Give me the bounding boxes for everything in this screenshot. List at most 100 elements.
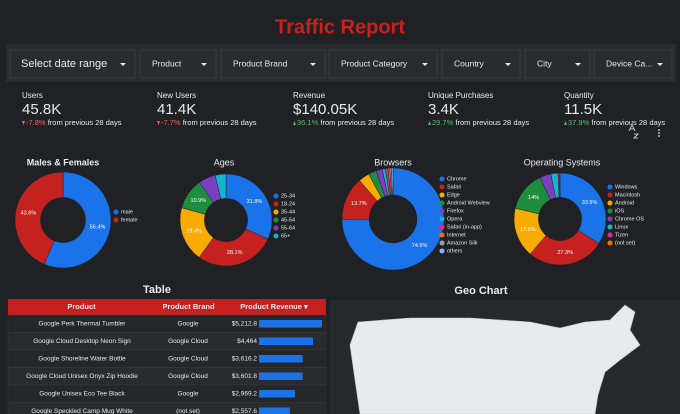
dropdown-arrow[interactable] bbox=[120, 63, 126, 66]
revenue-bar bbox=[259, 320, 322, 328]
filter-box[interactable] bbox=[220, 49, 326, 79]
dropdown-arrow[interactable] bbox=[575, 63, 581, 66]
legend-label: Edge bbox=[447, 192, 460, 198]
filter-label[interactable]: Product bbox=[152, 58, 182, 68]
filter-box[interactable] bbox=[524, 49, 591, 79]
legend-label: 55-64 bbox=[281, 225, 295, 231]
legend-label: iOS bbox=[615, 208, 625, 214]
scorecard-label: Quantity bbox=[564, 91, 594, 100]
legend-label: Chrome bbox=[447, 176, 467, 182]
legend-label: Macintosh bbox=[615, 192, 640, 198]
legend-swatch bbox=[273, 209, 279, 215]
legend-swatch bbox=[439, 200, 445, 206]
scorecard-label: Unique Purchases bbox=[428, 91, 493, 100]
filter-label[interactable]: Select date range bbox=[21, 58, 107, 70]
scorecard-value: $140.05K bbox=[293, 101, 357, 118]
legend-label: Amazon Silk bbox=[447, 240, 478, 246]
legend-label: Opera bbox=[447, 216, 463, 222]
filter-label[interactable]: Country bbox=[454, 58, 485, 68]
menu-icon[interactable] bbox=[658, 129, 660, 137]
legend-swatch bbox=[439, 176, 445, 182]
dropdown-arrow[interactable] bbox=[657, 63, 663, 66]
table-cell: Google Perk Thermal Tumbler bbox=[39, 320, 127, 327]
donut-slice bbox=[43, 171, 112, 269]
donut-slice bbox=[341, 167, 445, 271]
table-cell: $4,464 bbox=[237, 338, 257, 345]
slice-label: 31.8% bbox=[247, 199, 263, 205]
filter-label[interactable]: City bbox=[537, 58, 552, 68]
dropdown-arrow[interactable] bbox=[310, 63, 316, 66]
table-header-cell: Product Brand bbox=[162, 302, 215, 311]
dropdown-arrow[interactable] bbox=[505, 63, 511, 66]
delta-arrow bbox=[293, 121, 296, 125]
legend-swatch bbox=[607, 184, 613, 190]
legend-label: male bbox=[121, 209, 133, 215]
donut-slice bbox=[559, 172, 607, 244]
delta-note: from previous 28 days bbox=[455, 118, 529, 127]
filter-label[interactable]: Product Brand bbox=[233, 58, 288, 68]
legend-label: Android Webview bbox=[447, 200, 490, 206]
table-cell: $5,212.8 bbox=[232, 320, 258, 327]
table-cell: Google bbox=[178, 320, 199, 327]
delta-value: -7.8% bbox=[26, 118, 46, 127]
dropdown-arrow[interactable] bbox=[201, 63, 207, 66]
legend-swatch bbox=[113, 209, 119, 215]
delta-note: from previous 28 days bbox=[48, 118, 122, 127]
delta-arrow bbox=[22, 121, 25, 125]
delta-value: 29.7% bbox=[432, 118, 454, 127]
slice-label: 43.6% bbox=[21, 210, 37, 216]
delta-note: from previous 28 days bbox=[183, 118, 257, 127]
legend-swatch bbox=[607, 192, 613, 198]
filter-box[interactable] bbox=[328, 49, 438, 79]
table-cell: Google Cloud Desktop Neon Sign bbox=[33, 338, 131, 345]
slice-label: 27.3% bbox=[557, 250, 573, 256]
filter-label[interactable]: Product Category bbox=[341, 58, 408, 68]
dropdown-arrow[interactable] bbox=[422, 63, 428, 66]
legend-swatch bbox=[439, 240, 445, 246]
legend-swatch bbox=[607, 232, 613, 238]
filter-label[interactable]: Device Ca... bbox=[606, 58, 652, 68]
filter-box[interactable] bbox=[9, 49, 136, 79]
filter-dropdown[interactable]: Select date range bbox=[9, 49, 136, 79]
map-land bbox=[349, 304, 641, 414]
scorecard-value: 45.8K bbox=[22, 101, 61, 118]
filter-dropdown[interactable]: Country bbox=[441, 49, 521, 79]
scorecard-value: 3.4K bbox=[428, 101, 459, 118]
chart-title: Males & Females bbox=[27, 157, 100, 167]
filter-dropdown[interactable]: City bbox=[524, 49, 591, 79]
legend-swatch bbox=[607, 208, 613, 214]
table-header-cell[interactable]: Product Revenue ▾ bbox=[240, 302, 309, 311]
sort-icon[interactable] bbox=[628, 124, 639, 139]
legend-label: Safari (in-app) bbox=[447, 224, 482, 230]
legend-swatch bbox=[607, 200, 613, 206]
revenue-bar bbox=[259, 372, 303, 380]
donut-slice bbox=[214, 173, 227, 200]
delta-value: 36.1% bbox=[297, 118, 319, 127]
donut-slice bbox=[14, 171, 64, 265]
legend-swatch bbox=[439, 208, 445, 214]
slice-label: 10.9% bbox=[191, 198, 207, 204]
table-header bbox=[8, 299, 326, 315]
delta-note: from previous 28 days bbox=[320, 118, 394, 127]
table-cell: $2,969.2 bbox=[232, 390, 258, 397]
legend-label: Linux bbox=[615, 224, 628, 230]
page-title: Traffic Report bbox=[275, 16, 405, 38]
legend-swatch bbox=[607, 216, 613, 222]
table-cell: $3,616.2 bbox=[232, 355, 258, 362]
legend-swatch bbox=[273, 201, 279, 207]
legend-swatch bbox=[439, 184, 445, 190]
table-cell: (not set) bbox=[176, 408, 200, 414]
legend-label: Safari bbox=[447, 184, 461, 190]
delta-arrow bbox=[428, 121, 431, 125]
filter-dropdown[interactable]: Product Brand bbox=[220, 49, 326, 79]
slice-label: 28.1% bbox=[227, 250, 243, 256]
legend-swatch bbox=[439, 224, 445, 230]
chart-title: Operating Systems bbox=[524, 157, 601, 167]
filter-dropdown[interactable]: Device Ca... bbox=[593, 49, 673, 79]
filter-dropdown[interactable]: Product bbox=[139, 49, 217, 79]
filter-dropdown[interactable]: Product Category bbox=[328, 49, 438, 79]
scorecard-delta: -7.7% from previous 28 days bbox=[161, 118, 257, 127]
legend-label: 18-24 bbox=[281, 201, 295, 207]
legend-label: Firefox bbox=[447, 208, 464, 214]
